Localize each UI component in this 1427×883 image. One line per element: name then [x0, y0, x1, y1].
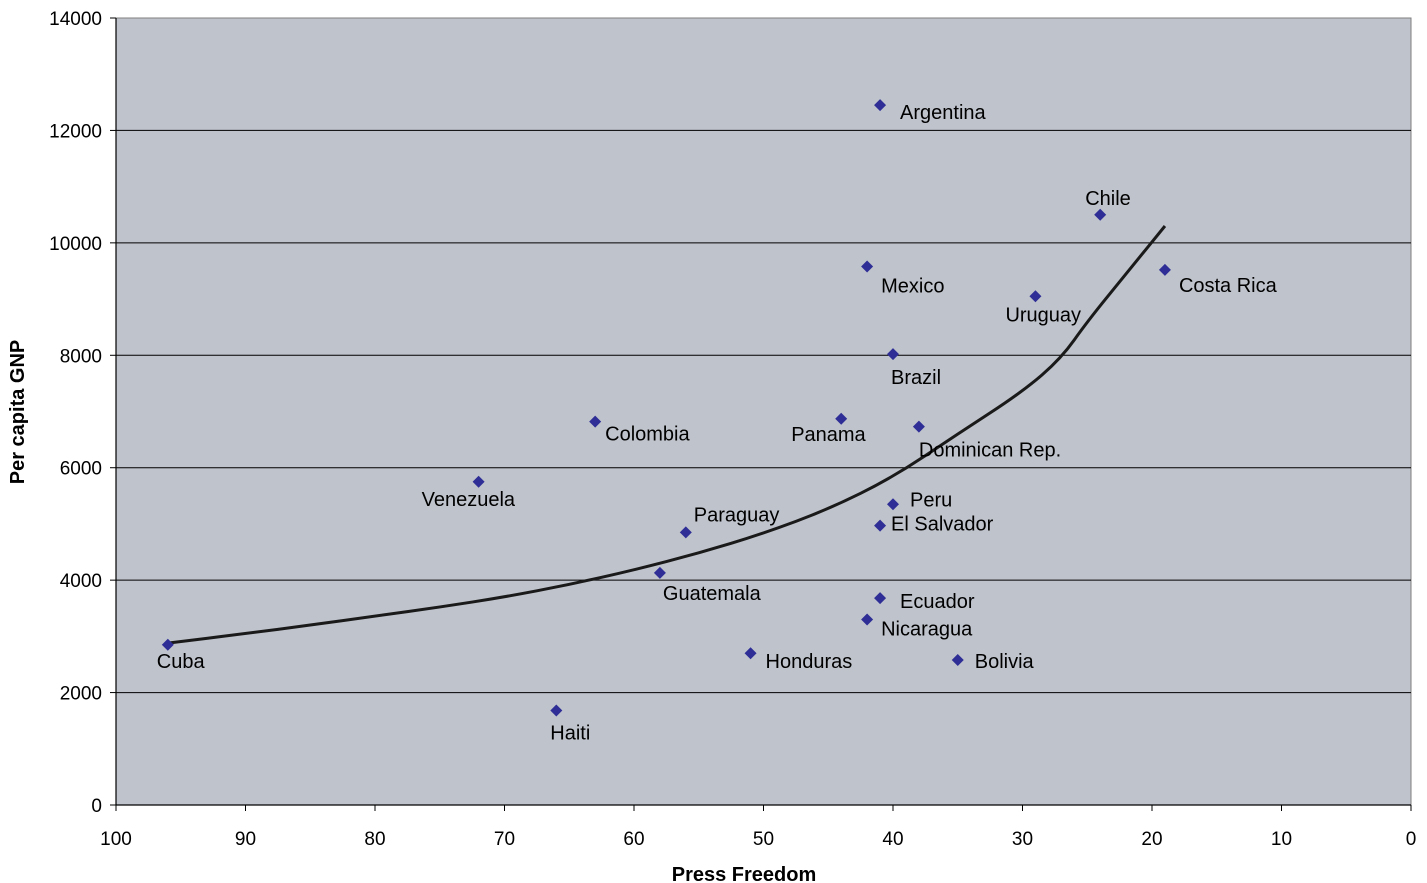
point-uruguay: [1029, 290, 1042, 303]
y-tick-label: 6000: [60, 459, 102, 480]
y-axis-ticks: 0 2000 4000 6000 8000 10000 12000 14000: [49, 9, 116, 817]
x-axis-title: Press Freedom: [672, 864, 817, 883]
y-tick-label: 14000: [49, 9, 102, 30]
point-argentina: [874, 99, 887, 112]
x-tick-label: 0: [1406, 829, 1417, 850]
point-dominican-rep: [912, 420, 925, 433]
label-peru: Peru: [910, 489, 952, 511]
x-tick-label: 80: [364, 829, 385, 850]
point-labels: Argentina Chile Costa Rica Mexico Uruguay Bra…: [157, 102, 1278, 744]
label-panama: Panama: [791, 424, 866, 446]
label-chile: Chile: [1085, 188, 1131, 210]
label-el-salvador: El Salvador: [891, 514, 994, 536]
data-points: [161, 99, 1171, 717]
point-brazil: [887, 348, 899, 361]
label-nicaragua: Nicaragua: [881, 618, 973, 640]
label-brazil: Brazil: [891, 367, 941, 389]
x-tick-label: 70: [494, 829, 515, 850]
point-ecuador: [874, 592, 887, 605]
label-ecuador: Ecuador: [900, 591, 975, 613]
point-mexico: [861, 260, 874, 273]
x-tick-label: 10: [1271, 829, 1292, 850]
label-venezuela: Venezuela: [422, 489, 516, 511]
point-chile: [1094, 208, 1107, 221]
x-tick-label: 50: [753, 829, 774, 850]
grid-lines: [116, 129, 1411, 694]
label-bolivia: Bolivia: [975, 651, 1035, 673]
point-peru: [887, 498, 899, 511]
x-tick-label: 60: [623, 829, 644, 850]
label-mexico: Mexico: [881, 275, 944, 297]
y-tick-label: 2000: [60, 684, 102, 705]
point-colombia: [589, 415, 602, 428]
y-tick-label: 0: [91, 796, 102, 817]
point-el-salvador: [874, 519, 887, 532]
label-honduras: Honduras: [766, 651, 853, 673]
trendline: [167, 225, 1167, 645]
point-venezuela: [472, 475, 485, 488]
x-tick-label: 30: [1012, 829, 1033, 850]
point-nicaragua: [861, 613, 874, 626]
point-guatemala: [653, 566, 666, 579]
y-tick-label: 12000: [49, 121, 102, 142]
label-uruguay: Uruguay: [1005, 304, 1081, 326]
y-tick-label: 8000: [60, 346, 102, 367]
x-tick-label: 90: [235, 829, 256, 850]
point-panama: [835, 412, 848, 425]
y-axis-title: Per capita GNP: [7, 340, 29, 485]
point-honduras: [744, 647, 757, 660]
x-tick-label: 100: [100, 829, 132, 850]
point-cuba: [161, 638, 174, 651]
label-cuba: Cuba: [157, 651, 206, 673]
label-costa-rica: Costa Rica: [1179, 275, 1278, 297]
plot-area: [115, 17, 1412, 806]
x-tick-label: 20: [1141, 829, 1162, 850]
point-haiti: [550, 704, 563, 717]
x-axis-ticks: 100 90 80 70 60 50 40 30 20 10 0: [100, 805, 1416, 850]
label-argentina: Argentina: [900, 102, 986, 124]
point-bolivia: [951, 653, 964, 666]
label-colombia: Colombia: [605, 424, 690, 446]
point-costa-rica: [1158, 263, 1171, 276]
x-tick-label: 40: [882, 829, 903, 850]
y-tick-label: 10000: [49, 234, 102, 255]
label-haiti: Haiti: [550, 723, 590, 745]
label-paraguay: Paraguay: [694, 504, 780, 526]
y-tick-label: 4000: [60, 571, 102, 592]
label-dominican-rep: Dominican Rep.: [919, 440, 1061, 462]
point-paraguay: [679, 526, 692, 539]
label-guatemala: Guatemala: [663, 583, 762, 605]
